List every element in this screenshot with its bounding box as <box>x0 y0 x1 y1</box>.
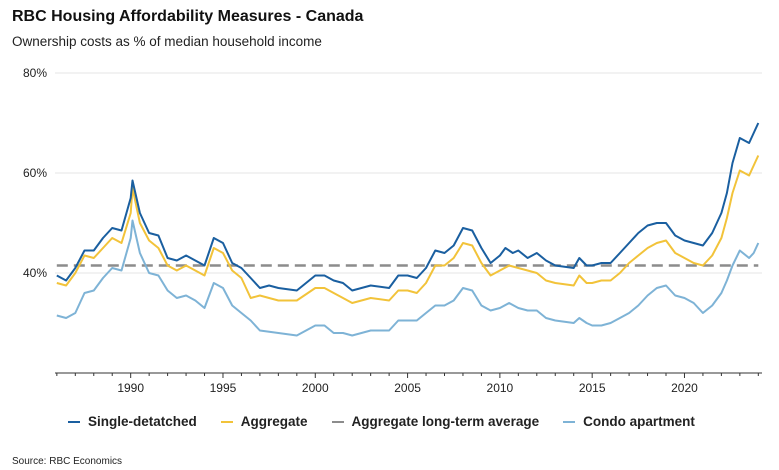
x-tick-label: 2000 <box>302 381 329 395</box>
chart-subtitle: Ownership costs as % of median household… <box>12 34 322 49</box>
y-tick-label: 60% <box>23 166 47 180</box>
legend-label: Condo apartment <box>583 414 695 429</box>
legend-item: Aggregate <box>220 414 308 429</box>
legend-label: Aggregate long-term average <box>351 414 540 429</box>
series-line-aggregate <box>56 155 760 304</box>
legend-item: Single-detatched <box>68 414 197 429</box>
line-chart: 40% 60% 80% 1990 1995 2000 2005 2010 2015 2020 <box>23 66 762 395</box>
series-line-single-detatched <box>56 122 760 292</box>
legend-swatch <box>220 420 233 423</box>
legend-swatch <box>68 420 80 423</box>
x-tick-label: 1990 <box>117 381 144 395</box>
y-tick-label: 40% <box>23 266 47 280</box>
legend-item: Aggregate long-term average <box>331 414 540 429</box>
x-tick-label: 2005 <box>394 381 421 395</box>
chart-legend: Single-detatched Aggregate Aggregate long-… <box>68 414 719 429</box>
legend-swatch <box>563 420 576 423</box>
x-tick-label: 2010 <box>487 381 514 395</box>
series-line-condo-apartment <box>56 219 760 337</box>
x-tick-label: 1995 <box>210 381 237 395</box>
legend-label: Single-detatched <box>88 414 197 429</box>
x-tick-label: 2015 <box>579 381 606 395</box>
y-tick-label: 80% <box>23 66 47 80</box>
x-tick-label: 2020 <box>671 381 698 395</box>
source-note: Source: RBC Economics <box>12 456 123 467</box>
legend-swatch <box>331 420 344 423</box>
legend-item: Condo apartment <box>563 414 695 429</box>
legend-label: Aggregate <box>240 414 308 429</box>
chart-title: RBC Housing Affordability Measures - Can… <box>12 8 364 25</box>
